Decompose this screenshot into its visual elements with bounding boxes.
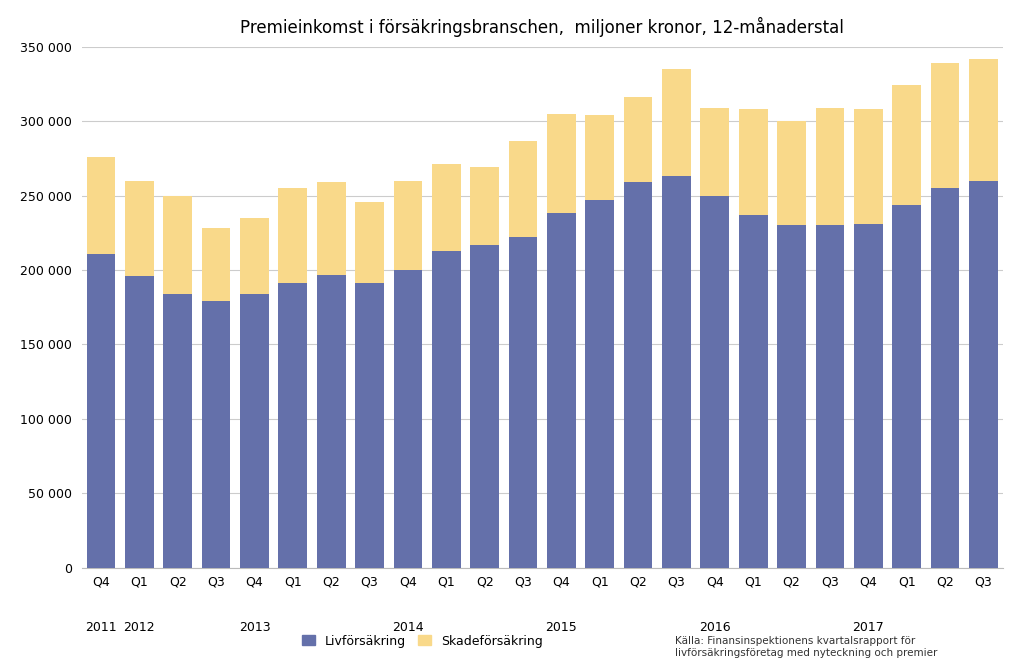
Bar <box>969 59 997 181</box>
Bar <box>125 181 153 276</box>
Bar <box>508 140 537 237</box>
Bar <box>432 250 460 568</box>
Bar <box>508 237 537 568</box>
Bar <box>240 218 269 294</box>
Bar <box>624 182 653 568</box>
Bar <box>471 168 499 244</box>
Bar <box>432 164 460 250</box>
Text: 2011: 2011 <box>85 621 117 633</box>
Bar <box>662 69 691 176</box>
Bar <box>394 270 422 568</box>
Bar <box>854 224 883 568</box>
Bar <box>547 114 576 214</box>
Bar <box>164 196 192 294</box>
Bar <box>662 176 691 568</box>
Bar <box>317 182 346 275</box>
Bar <box>317 275 346 568</box>
Bar <box>240 294 269 568</box>
Text: 2014: 2014 <box>392 621 424 633</box>
Bar <box>87 254 116 568</box>
Bar <box>202 228 230 301</box>
Bar <box>355 202 384 283</box>
Bar <box>739 215 767 568</box>
Bar <box>739 110 767 215</box>
Bar <box>701 196 729 568</box>
Bar <box>355 283 384 568</box>
Bar <box>892 86 921 204</box>
Legend: Livförsäkring, Skadeförsäkring: Livförsäkring, Skadeförsäkring <box>298 630 547 653</box>
Bar <box>164 294 192 568</box>
Bar <box>815 108 844 225</box>
Bar <box>931 188 960 568</box>
Bar <box>585 116 614 200</box>
Bar <box>87 157 116 254</box>
Text: Källa: Finansinspektionens kvartalsrapport för
livförsäkringsföretag med nyteckn: Källa: Finansinspektionens kvartalsrappo… <box>675 637 937 658</box>
Bar <box>854 110 883 224</box>
Text: 2012: 2012 <box>124 621 155 633</box>
Title: Premieinkomst i försäkringsbranschen,  miljoner kronor, 12-månaderstal: Premieinkomst i försäkringsbranschen, mi… <box>240 17 844 37</box>
Bar <box>931 63 960 188</box>
Bar <box>278 283 307 568</box>
Bar <box>585 200 614 568</box>
Bar <box>815 225 844 568</box>
Bar <box>125 276 153 568</box>
Bar <box>624 98 653 182</box>
Text: 2015: 2015 <box>545 621 577 633</box>
Bar <box>777 121 806 225</box>
Text: 2016: 2016 <box>699 621 730 633</box>
Bar <box>701 108 729 196</box>
Bar <box>969 181 997 568</box>
Bar <box>777 225 806 568</box>
Bar <box>471 244 499 568</box>
Bar <box>278 188 307 283</box>
Text: 2013: 2013 <box>238 621 270 633</box>
Text: 2017: 2017 <box>852 621 884 633</box>
Bar <box>394 181 422 270</box>
Bar <box>547 214 576 568</box>
Bar <box>892 204 921 568</box>
Bar <box>202 301 230 568</box>
